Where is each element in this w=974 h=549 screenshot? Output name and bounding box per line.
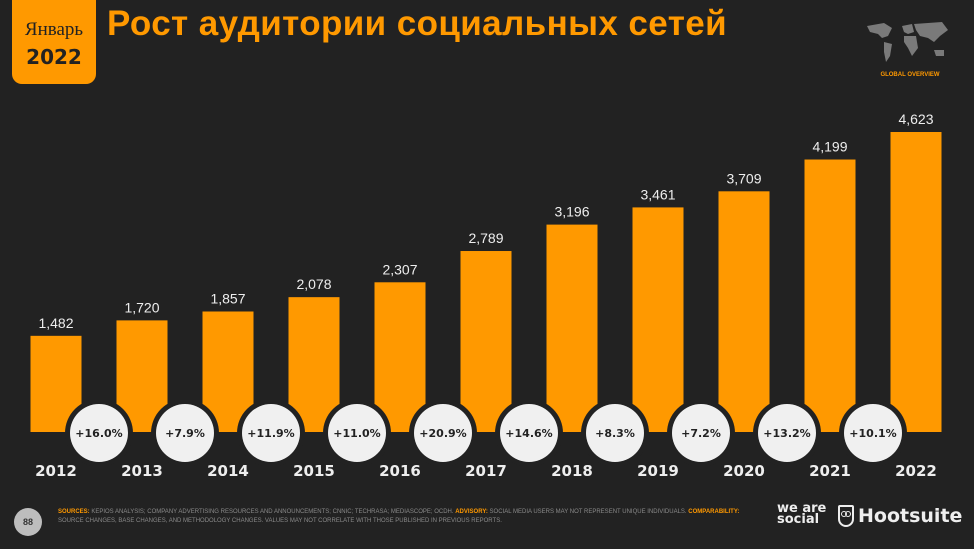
growth-label: +20.9%	[419, 427, 466, 440]
date-badge: Январь 2022	[12, 0, 96, 84]
year-label: 2013	[121, 462, 163, 480]
page-title: Рост аудитории социальных сетей	[107, 4, 728, 43]
growth-circle	[844, 404, 902, 462]
value-label: 4,199	[812, 139, 847, 155]
year-label: 2015	[293, 462, 335, 480]
year-label: 2019	[637, 462, 679, 480]
growth-circle	[672, 404, 730, 462]
year-label: 2018	[551, 462, 593, 480]
hootsuite-text: Hootsuite	[858, 505, 963, 527]
growth-label: +10.1%	[849, 427, 896, 440]
advisory-text: SOCIAL MEDIA USERS MAY NOT REPRESENT UNI…	[489, 509, 687, 515]
growth-circle	[242, 404, 300, 462]
value-label: 3,709	[726, 170, 761, 186]
growth-label: +7.9%	[165, 427, 205, 440]
world-map-icon	[867, 22, 948, 62]
value-label: 4,623	[898, 111, 933, 127]
section-label: GLOBAL OVERVIEW	[880, 72, 940, 78]
year-label: 2014	[207, 462, 249, 480]
we-are-social-logo: we are social	[777, 501, 827, 527]
hootsuite-logo: Hootsuite	[838, 505, 962, 527]
value-label: 1,482	[38, 315, 73, 331]
value-label: 1,720	[124, 299, 159, 315]
year-label: 2020	[723, 462, 765, 480]
bar-2019	[632, 207, 684, 432]
growth-label: +11.0%	[333, 427, 380, 440]
growth-label: +8.3%	[595, 427, 635, 440]
growth-circle	[758, 404, 816, 462]
year-label: 2016	[379, 462, 421, 480]
growth-circle	[414, 404, 472, 462]
growth-label: +7.2%	[681, 427, 721, 440]
bar-2022	[890, 132, 942, 432]
bar-2017	[460, 251, 512, 432]
advisory-label: ADVISORY:	[455, 509, 488, 515]
growth-circle	[500, 404, 558, 462]
footer-notes: SOURCES: KEPIOS ANALYSIS; COMPANY ADVERT…	[58, 508, 748, 526]
value-label: 2,307	[382, 261, 417, 277]
bar-2020	[718, 191, 770, 432]
year-label: 2012	[35, 462, 77, 480]
growth-circle	[70, 404, 128, 462]
owl-icon	[838, 505, 854, 527]
year-label: 2017	[465, 462, 507, 480]
page-number: 88	[14, 508, 42, 536]
value-label: 1,857	[210, 290, 245, 306]
growth-label: +16.0%	[75, 427, 122, 440]
growth-label: +14.6%	[505, 427, 552, 440]
badge-year: 2022	[26, 45, 82, 69]
comparability-text: SOURCE CHANGES, BASE CHANGES, AND METHOD…	[58, 518, 502, 524]
value-label: 3,461	[640, 186, 675, 202]
growth-label: +11.9%	[247, 427, 294, 440]
bar-2021	[804, 159, 856, 433]
bar-2016	[374, 282, 426, 432]
bar-2015	[288, 297, 340, 432]
growth-circle	[328, 404, 386, 462]
value-label: 3,196	[554, 204, 589, 220]
growth-label: +13.2%	[763, 427, 810, 440]
badge-month: Январь	[24, 19, 84, 40]
value-label: 2,789	[468, 230, 503, 246]
sources-text: KEPIOS ANALYSIS; COMPANY ADVERTISING RES…	[91, 509, 454, 515]
year-label: 2022	[895, 462, 937, 480]
year-label: 2021	[809, 462, 851, 480]
comparability-label: COMPARABILITY:	[688, 509, 740, 515]
sources-label: SOURCES:	[58, 509, 90, 515]
growth-circle	[156, 404, 214, 462]
bar-2018	[546, 224, 598, 432]
value-label: 2,078	[296, 276, 331, 292]
growth-circle	[586, 404, 644, 462]
